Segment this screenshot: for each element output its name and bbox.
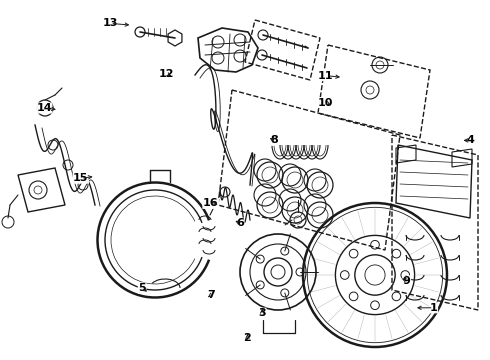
Text: 2: 2 [244, 333, 251, 343]
Text: 6: 6 [236, 218, 244, 228]
Text: 5: 5 [138, 283, 146, 293]
Text: 7: 7 [207, 290, 215, 300]
Text: 16: 16 [203, 198, 219, 208]
Text: 12: 12 [159, 69, 174, 79]
Text: 1: 1 [430, 303, 438, 313]
Text: 14: 14 [36, 103, 52, 113]
Text: 15: 15 [73, 173, 89, 183]
Text: 13: 13 [102, 18, 118, 28]
Text: 8: 8 [270, 135, 278, 145]
Text: 9: 9 [403, 276, 411, 286]
Text: 3: 3 [258, 308, 266, 318]
Text: 10: 10 [318, 98, 334, 108]
Text: 11: 11 [318, 71, 334, 81]
Text: 4: 4 [466, 135, 474, 145]
